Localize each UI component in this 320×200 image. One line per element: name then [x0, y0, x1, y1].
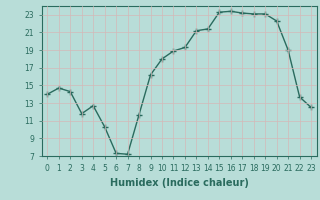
X-axis label: Humidex (Indice chaleur): Humidex (Indice chaleur) — [110, 178, 249, 188]
